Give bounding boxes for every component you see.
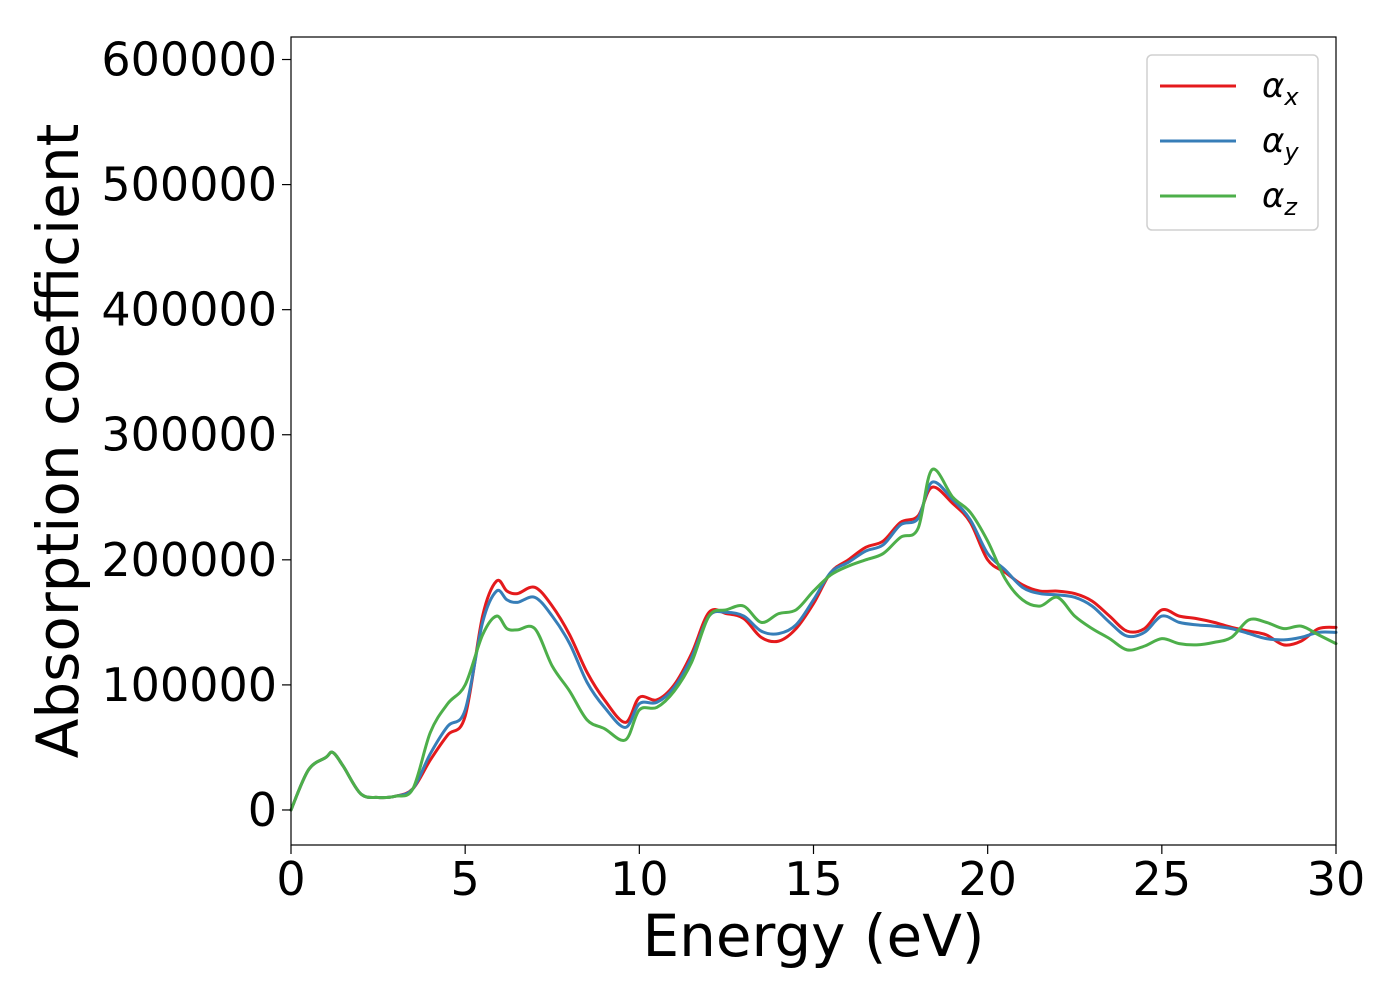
y-axis: 0 100000 200000 300000 400000 500000 600000: [101, 33, 291, 837]
y-tick-label: 100000: [101, 658, 277, 712]
series-line-alpha-z: [289, 467, 1338, 812]
legend-label-alpha-x: αx: [1262, 66, 1299, 111]
x-tick-label: 0: [276, 852, 305, 906]
legend-label-alpha-z: αz: [1262, 176, 1298, 221]
x-tick-label: 10: [610, 852, 669, 906]
y-axis-title: Absorption coefficient: [24, 124, 92, 759]
x-tick-label: 25: [1133, 852, 1192, 906]
y-tick-label: 300000: [101, 408, 277, 462]
series-line-alpha-y: [289, 480, 1338, 812]
x-tick-label: 20: [958, 852, 1017, 906]
x-axis: 0 5 10 15 20 25 30: [276, 845, 1365, 906]
x-tick-label: 15: [784, 852, 843, 906]
series-layer: [289, 467, 1338, 812]
x-axis-title: Energy (eV): [642, 902, 984, 970]
y-tick-label: 0: [248, 783, 277, 837]
y-tick-label: 200000: [101, 533, 277, 587]
x-tick-label: 5: [451, 852, 480, 906]
legend: αx αy αz: [1146, 54, 1319, 231]
legend-label-alpha-y: αy: [1262, 121, 1299, 166]
y-tick-label: 600000: [101, 33, 277, 87]
series-line-alpha-x: [289, 485, 1338, 812]
y-tick-label: 400000: [101, 283, 277, 337]
x-tick-label: 30: [1307, 852, 1366, 906]
y-tick-label: 500000: [101, 158, 277, 212]
